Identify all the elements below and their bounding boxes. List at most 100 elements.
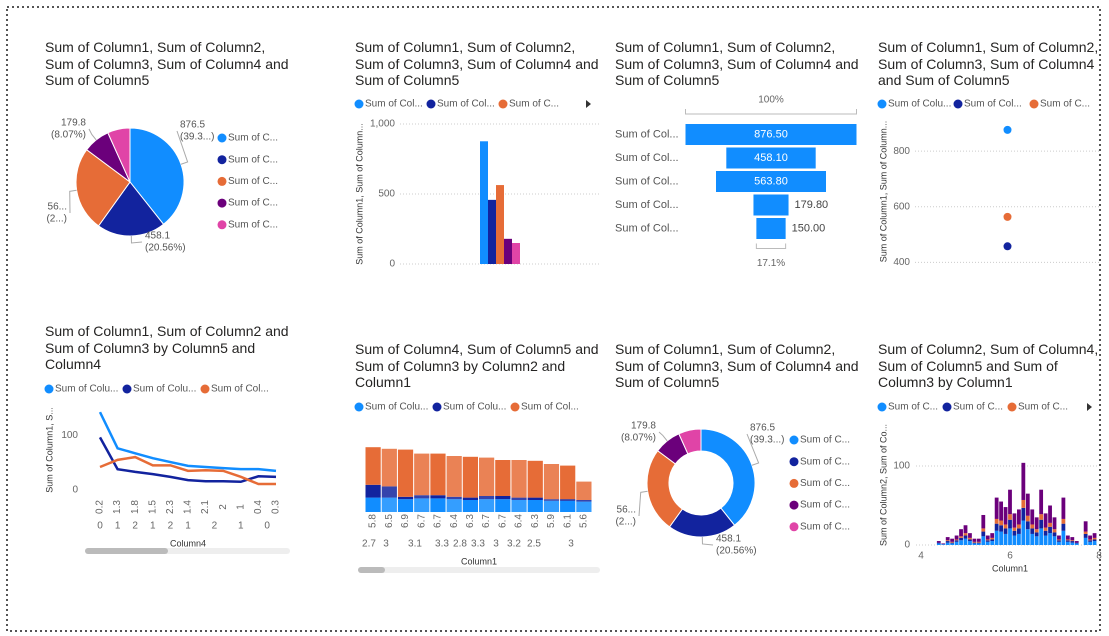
bar-segment (1083, 531, 1088, 534)
x-tick-label: 1.8 (130, 500, 141, 514)
scrollbar-thumb[interactable] (358, 567, 385, 573)
bar-segment (1048, 505, 1052, 523)
x-tick-label: 6.7 (481, 514, 492, 528)
funnel-bottom-label: 17.1% (757, 258, 785, 269)
legend-label: Sum of Col... (964, 99, 1022, 110)
page-border (6, 6, 1101, 632)
y-tick-label: 800 (893, 146, 910, 157)
bar-segment (999, 531, 1003, 545)
legend-label: Sum of C... (888, 402, 938, 413)
bar-segment (981, 514, 986, 529)
bar-segment (1057, 541, 1061, 545)
bar-segment (1039, 514, 1044, 520)
funnel-top-label: 100% (758, 95, 784, 106)
bar-segment (462, 500, 478, 512)
bar-segment (1043, 535, 1048, 545)
bar-segment (1052, 532, 1057, 537)
bar-segment (1070, 540, 1075, 542)
bar-segment (945, 537, 950, 541)
x-axis-title: Column4 (170, 538, 206, 548)
category-label: Sum of Col... (615, 128, 679, 140)
bar-segment (430, 495, 446, 499)
legend-scroll-arrow[interactable] (1087, 403, 1092, 411)
legend-label: Sum of Col... (211, 384, 269, 395)
legend-marker (1029, 99, 1039, 109)
leader-line (638, 490, 648, 517)
bar-segment (511, 460, 527, 498)
y-tick-label: 0 (389, 259, 395, 270)
bar-segment (990, 533, 995, 538)
bar-segment (1070, 542, 1075, 545)
scrollbar-thumb[interactable] (85, 548, 168, 554)
bar-segment (954, 540, 959, 542)
x-group-label: 1 (115, 521, 121, 532)
legend-marker (354, 402, 364, 412)
bar-segment (397, 449, 414, 497)
bar-segment (950, 542, 955, 544)
category-label: Sum of Col... (615, 222, 679, 234)
legend-label: Sum of Col... (437, 99, 495, 110)
x-group-label: 1 (238, 521, 244, 532)
x-tick-label: 5.8 (368, 514, 379, 528)
legend-label: Sum of C... (800, 521, 850, 532)
bar-segment (972, 543, 977, 545)
bar-segment (985, 539, 990, 541)
bar-segment (543, 464, 560, 500)
legend-label: Sum of C... (228, 198, 278, 209)
category-label: Sum of Col... (615, 175, 679, 187)
legend-marker (217, 155, 227, 165)
bar (496, 185, 504, 264)
line (98, 411, 277, 473)
x-group-label: 3 (383, 539, 389, 550)
x-tick-label: 8 (1096, 551, 1102, 562)
data-label: (2...) (46, 214, 67, 225)
legend-label: Sum of Colu... (888, 99, 951, 110)
point (1003, 125, 1012, 134)
x-tick-label: 0.4 (253, 500, 264, 514)
bar-segment (990, 541, 995, 545)
data-label: 56... (48, 202, 67, 213)
x-group-label: 1 (150, 521, 156, 532)
legend-label: Sum of C... (800, 500, 850, 511)
pie-slice (107, 127, 131, 183)
bar-segment (1017, 533, 1021, 545)
bar-segment (576, 481, 592, 500)
pie-slice (129, 127, 185, 226)
legend-label: Sum of C... (1040, 99, 1090, 110)
x-axis-title: Column1 (461, 556, 497, 566)
bar-segment (936, 542, 941, 544)
bar-segment (994, 523, 999, 531)
legend-marker (953, 99, 963, 109)
bar-segment (963, 525, 968, 534)
bracket (755, 243, 787, 249)
x-group-label: 3.2 (507, 539, 521, 550)
bar-segment (511, 500, 527, 512)
bar (504, 238, 512, 264)
legend-marker (877, 99, 887, 109)
bar-segment (954, 535, 959, 540)
legend-label: Sum of C... (1018, 402, 1068, 413)
bar-segment (527, 497, 543, 500)
bar-segment (990, 537, 995, 540)
y-tick-label: 100 (61, 430, 78, 441)
bar-segment (1043, 530, 1048, 536)
bar-segment (959, 536, 963, 538)
bar-segment (446, 496, 462, 500)
bar-segment (981, 531, 986, 537)
bar-segment (430, 498, 446, 512)
bar-segment (1012, 535, 1017, 545)
legend-scroll-arrow[interactable] (586, 100, 591, 108)
legend-marker (789, 500, 799, 510)
bar-segment (1083, 537, 1088, 545)
bar-segment (972, 538, 977, 542)
x-tick-label: 6.4 (514, 514, 525, 528)
leader-line (658, 431, 668, 442)
bar-segment (1039, 528, 1044, 545)
bar-segment (1065, 540, 1070, 542)
x-tick-label: 6.1 (562, 514, 573, 528)
x-tick-label: 2.1 (200, 500, 211, 514)
bar-segment (543, 499, 560, 501)
data-label: 876.5 (750, 423, 775, 434)
bar-segment (963, 535, 968, 539)
legend-label: Sum of C... (953, 402, 1003, 413)
